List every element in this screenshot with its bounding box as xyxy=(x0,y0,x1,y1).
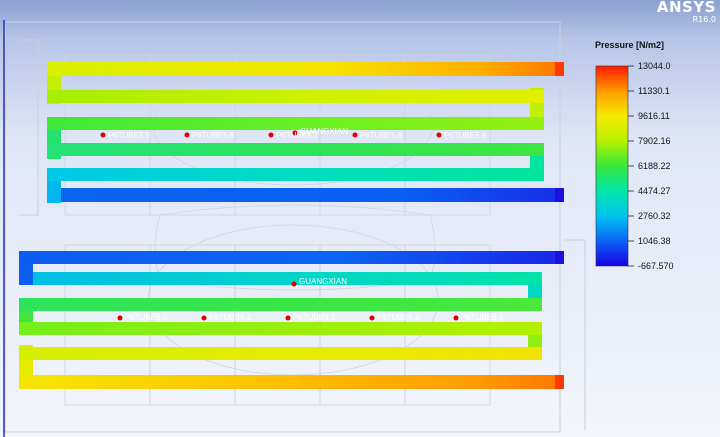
probe-point xyxy=(436,132,442,138)
tube-pass xyxy=(19,298,542,311)
legend-tick-label: 13044.0 xyxy=(638,61,671,71)
port-outlet xyxy=(555,188,564,202)
probe-point-center xyxy=(291,281,297,287)
probe-points-upper: P6TUBE5.5 P6TUBE5.6 P6TUBE5.7 P6TUBE5.8 … xyxy=(100,127,487,140)
tube-pass xyxy=(47,62,555,76)
tube-pass xyxy=(19,375,555,389)
legend-tick-label: 11330.1 xyxy=(638,86,670,96)
tube-pass xyxy=(19,251,555,264)
tube-pass xyxy=(47,90,544,103)
tube-pass xyxy=(61,188,555,202)
probe-label: P6TUBE5.6 xyxy=(192,131,235,140)
probe-label: P6TUBE6.2 xyxy=(293,313,336,322)
probe-label-center: GUANGXIAN xyxy=(299,277,347,286)
tube-pass xyxy=(19,347,542,360)
probe-point xyxy=(369,315,375,321)
probe-label: P6TUBE6.1 xyxy=(209,313,252,322)
probe-point xyxy=(100,132,106,138)
tube-pass xyxy=(47,143,544,156)
legend-tick-label: 1046.38 xyxy=(638,236,671,246)
legend-tick-label: 6188.22 xyxy=(638,161,671,171)
legend-colorbar xyxy=(595,65,634,267)
port-inlet xyxy=(555,375,564,389)
probe-label: P6TUBE5.7 xyxy=(276,131,319,140)
probe-point xyxy=(453,315,459,321)
legend-tick-marks xyxy=(628,65,634,267)
ansys-brand: ANSYS R16.0 xyxy=(657,0,716,24)
probe-label: P6TUBE5.5 xyxy=(108,131,151,140)
probe-label: P6TUBE6.3 xyxy=(377,313,420,322)
tube-pass xyxy=(47,117,544,130)
legend-tick-label: -667.570 xyxy=(638,261,674,271)
legend-tick-label: 7902.16 xyxy=(638,136,671,146)
probe-point xyxy=(201,315,207,321)
tube-lower[interactable] xyxy=(19,251,564,389)
app-version: R16.0 xyxy=(692,15,716,24)
probe-label-center: GUANGXIAN xyxy=(300,127,348,136)
probe-label: P6TUBE5.8 xyxy=(360,131,403,140)
tube-upper[interactable] xyxy=(47,62,564,203)
legend-tick-label: 9616.11 xyxy=(638,111,670,121)
probe-point xyxy=(352,132,358,138)
tube-pass xyxy=(19,322,542,335)
probe-point xyxy=(268,132,274,138)
port-outlet xyxy=(555,251,564,264)
legend-title: Pressure [N/m2] xyxy=(595,40,665,50)
probe-label: P6TUBE6.0 xyxy=(125,313,168,322)
probe-point xyxy=(285,315,291,321)
probe-points-lower: GUANGXIAN P6TUBE6.0 P6TUBE6.1 P6TUBE6.2 … xyxy=(117,277,504,322)
port-inlet xyxy=(555,62,564,76)
probe-label: P6TUBE6.4 xyxy=(461,313,504,322)
probe-point xyxy=(117,315,123,321)
legend-tick-label: 4474.27 xyxy=(638,186,671,196)
legend-tick-label: 2760.32 xyxy=(638,211,671,221)
model-frame xyxy=(4,21,586,433)
tube-pass xyxy=(33,272,542,285)
tube-pass xyxy=(47,168,544,181)
probe-point-center xyxy=(292,130,298,136)
probe-point xyxy=(184,132,190,138)
app-name: ANSYS xyxy=(656,0,716,16)
probe-label: P6TUBE5.9 xyxy=(444,131,487,140)
